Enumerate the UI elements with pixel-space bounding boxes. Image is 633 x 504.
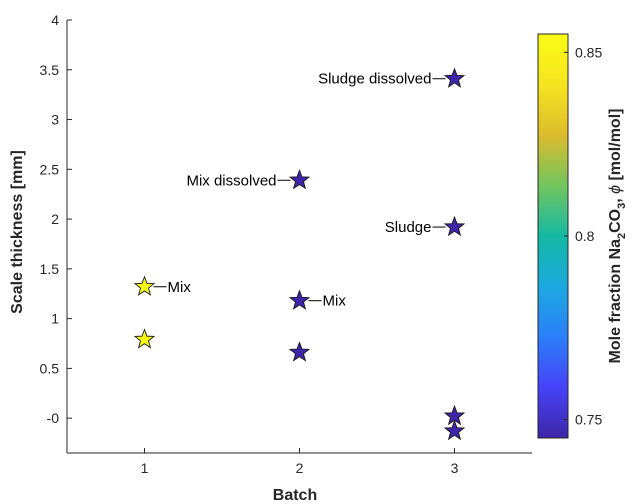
- y-tick-label: 2: [51, 211, 59, 227]
- colorbar-label-tail: ,: [607, 194, 624, 203]
- y-tick-label: 3.5: [40, 62, 60, 78]
- annotation-label: Mix dissolved: [186, 172, 276, 189]
- colorbar-label-symbol: ϕ: [607, 185, 624, 194]
- colorbar-label-sub2: 3: [616, 203, 628, 209]
- x-tick-label: 1: [141, 460, 149, 476]
- y-tick-label: 3: [51, 112, 59, 128]
- x-tick-label: 2: [296, 460, 304, 476]
- y-tick-label: 1: [51, 311, 59, 327]
- colorbar-label-main: Mole fraction Na: [607, 239, 624, 364]
- data-point-star: [443, 67, 466, 88]
- data-point-star: [288, 289, 311, 310]
- axes: -0 0.5 1 1.5 2 2.5 3 3.5 4 1 2 3: [40, 12, 532, 476]
- annotation-label: Mix: [323, 293, 347, 310]
- colorbar: 0.75 0.8 0.85: [537, 33, 602, 439]
- y-tick-label: 2.5: [40, 161, 60, 177]
- colorbar-label: Mole fraction Na2CO3, ϕ [mol/mol]: [607, 109, 628, 364]
- data-point-star: [288, 341, 311, 362]
- data-point-star: [443, 419, 466, 441]
- colorbar-tick-label: 0.8: [575, 228, 595, 244]
- data-point-star: [133, 275, 156, 296]
- y-axis-label: Scale thickness [mm]: [9, 150, 26, 314]
- x-axis-label: Batch: [273, 487, 317, 504]
- y-tick-label: 0.5: [40, 360, 60, 376]
- colorbar-tick-label: 0.85: [575, 44, 602, 60]
- data-point-star: [443, 215, 466, 237]
- data-point-star: [288, 168, 311, 190]
- y-tick-label: 1.5: [40, 261, 60, 277]
- y-tick-label: -0: [47, 410, 60, 426]
- colorbar-tick-label: 0.75: [575, 412, 602, 428]
- annotation-label: Sludge dissolved: [318, 71, 431, 88]
- y-tick-label: 4: [51, 12, 59, 28]
- colorbar-label-mid: CO: [607, 209, 624, 233]
- x-tick-label: 3: [451, 460, 459, 476]
- colorbar-label-sub1: 2: [616, 233, 628, 239]
- colorbar-gradient: [537, 33, 569, 439]
- data-point-star: [133, 328, 156, 349]
- annotations: Mix Mix dissolved Mix Sludge dissolved Sludg…: [153, 71, 446, 310]
- colorbar-label-unit: [mol/mol]: [607, 109, 624, 185]
- data-points: [133, 67, 466, 441]
- annotation-label: Mix: [168, 279, 192, 296]
- annotation-label: Sludge: [385, 219, 432, 236]
